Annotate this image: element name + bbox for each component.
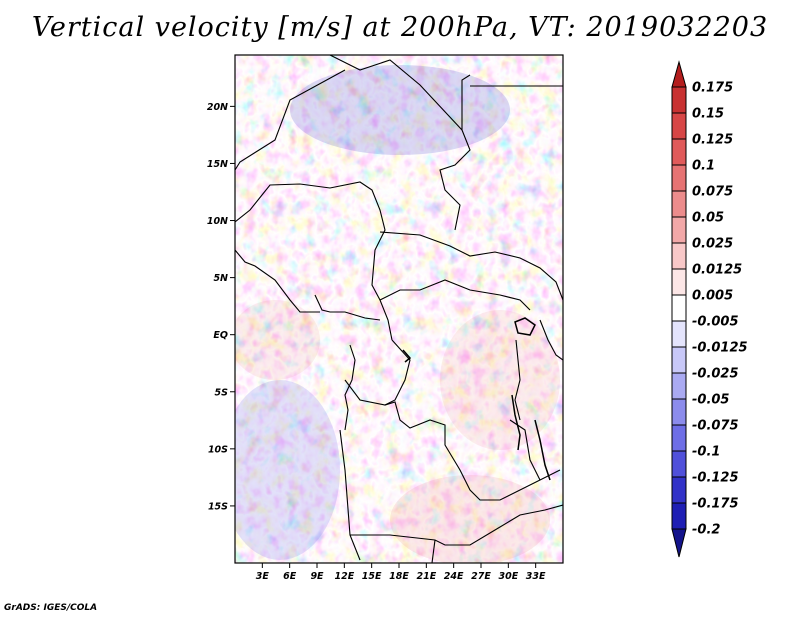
colorbar-bin xyxy=(671,216,687,244)
country-borders xyxy=(235,55,563,563)
colorbar-bin xyxy=(671,528,687,558)
colorbar-label: 0.125 xyxy=(692,133,733,148)
colorbar-bin xyxy=(671,112,687,140)
lat-tick-label: EQ xyxy=(213,330,228,341)
lon-tick-label: 21E xyxy=(416,571,436,582)
lat-tick-label: 15S xyxy=(208,501,228,512)
colorbar-bin xyxy=(671,424,687,452)
colorbar-label: 0.025 xyxy=(692,237,733,252)
credit-text: GrADS: IGES/COLA xyxy=(4,603,98,613)
colorbar-label: -0.1 xyxy=(692,445,720,460)
colorbar-bin xyxy=(671,346,687,374)
lake-outlines xyxy=(402,317,551,481)
lon-tick-label: 24E xyxy=(444,571,464,582)
colorbar-bin xyxy=(671,398,687,426)
latitude-axis: 20N 15N 10N 5N EQ 5S 10S 15S xyxy=(207,102,235,512)
lat-tick-label: 15N xyxy=(207,159,228,170)
colorbar-bin xyxy=(671,372,687,400)
colorbar-label: 0.1 xyxy=(692,159,715,174)
lon-tick-label: 12E xyxy=(334,571,354,582)
chart-title: Vertical velocity [m/s] at 200hPa, VT: 2… xyxy=(31,12,769,43)
lon-tick-label: 33E xyxy=(526,571,546,582)
lon-tick-label: 6E xyxy=(283,571,297,582)
colorbar: 0.175 0.15 0.125 0.1 0.075 0.05 0.025 0.0125 0.0… xyxy=(671,60,748,558)
map-field xyxy=(235,55,563,563)
colorbar-bin xyxy=(671,242,687,270)
lon-tick-label: 18E xyxy=(389,571,409,582)
lat-tick-label: 10N xyxy=(207,216,228,227)
colorbar-bin xyxy=(671,450,687,478)
colorbar-bin xyxy=(671,138,687,166)
colorbar-label: -0.175 xyxy=(692,497,739,512)
colorbar-label: -0.05 xyxy=(692,393,729,408)
colorbar-bin xyxy=(671,476,687,504)
colorbar-label: -0.005 xyxy=(692,315,739,330)
colorbar-label: -0.075 xyxy=(692,419,739,434)
longitude-axis: 3E 6E 9E 12E 15E 18E 21E 24E 27E 30E 33E xyxy=(256,563,546,582)
colorbar-label: -0.2 xyxy=(692,523,720,538)
colorbar-label: 0.175 xyxy=(692,81,733,96)
colorbar-bin xyxy=(671,294,687,322)
lon-tick-label: 15E xyxy=(362,571,382,582)
colorbar-label: -0.025 xyxy=(692,367,739,382)
colorbar-bin xyxy=(671,320,687,348)
lon-tick-label: 30E xyxy=(498,571,518,582)
lat-tick-label: 20N xyxy=(207,102,228,113)
lon-tick-label: 27E xyxy=(471,571,491,582)
colorbar-bin xyxy=(671,164,687,192)
lon-tick-label: 3E xyxy=(256,571,270,582)
colorbar-bin xyxy=(671,268,687,296)
lat-tick-label: 5N xyxy=(213,273,228,284)
lat-tick-label: 5S xyxy=(215,387,229,398)
colorbar-label: 0.075 xyxy=(692,185,733,200)
lat-tick-label: 10S xyxy=(208,444,228,455)
colorbar-label: 0.05 xyxy=(692,211,724,226)
colorbar-label: 0.0125 xyxy=(692,263,742,278)
colorbar-bin xyxy=(671,502,687,530)
lon-tick-label: 9E xyxy=(310,571,324,582)
colorbar-label: 0.005 xyxy=(692,289,733,304)
colorbar-label: -0.0125 xyxy=(692,341,748,356)
colorbar-label: -0.125 xyxy=(692,471,739,486)
colorbar-bin xyxy=(671,60,687,88)
colorbar-label: 0.15 xyxy=(692,107,724,122)
colorbar-bin xyxy=(671,190,687,218)
colorbar-bin xyxy=(671,86,687,114)
